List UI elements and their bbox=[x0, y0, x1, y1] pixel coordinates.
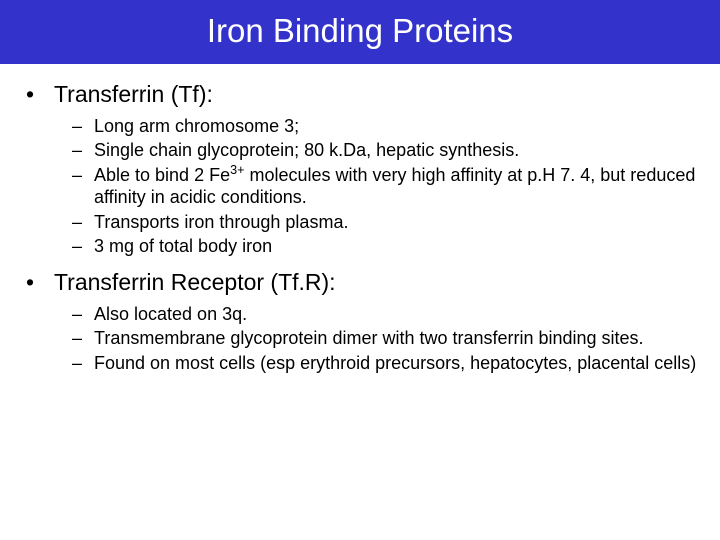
main-list: Transferrin (Tf): Long arm chromosome 3;… bbox=[28, 80, 710, 374]
slide-title: Iron Binding Proteins bbox=[0, 0, 720, 64]
sub-list: Long arm chromosome 3; Single chain glyc… bbox=[28, 115, 710, 258]
sub-list: Also located on 3q. Transmembrane glycop… bbox=[28, 303, 710, 375]
section-heading-text: Transferrin (Tf): bbox=[54, 81, 213, 107]
list-item: Long arm chromosome 3; bbox=[72, 115, 710, 138]
list-item: Single chain glycoprotein; 80 k.Da, hepa… bbox=[72, 139, 710, 162]
section-heading: Transferrin Receptor (Tf.R): Also locate… bbox=[28, 268, 710, 374]
list-item: Transports iron through plasma. bbox=[72, 211, 710, 234]
section-heading: Transferrin (Tf): Long arm chromosome 3;… bbox=[28, 80, 710, 258]
section-heading-text: Transferrin Receptor (Tf.R): bbox=[54, 269, 336, 295]
list-item: Able to bind 2 Fe3+ molecules with very … bbox=[72, 164, 710, 209]
list-item: Transmembrane glycoprotein dimer with tw… bbox=[72, 327, 710, 350]
list-item: Found on most cells (esp erythroid precu… bbox=[72, 352, 710, 375]
slide-content: Transferrin (Tf): Long arm chromosome 3;… bbox=[0, 64, 720, 374]
list-item: 3 mg of total body iron bbox=[72, 235, 710, 258]
list-item: Also located on 3q. bbox=[72, 303, 710, 326]
